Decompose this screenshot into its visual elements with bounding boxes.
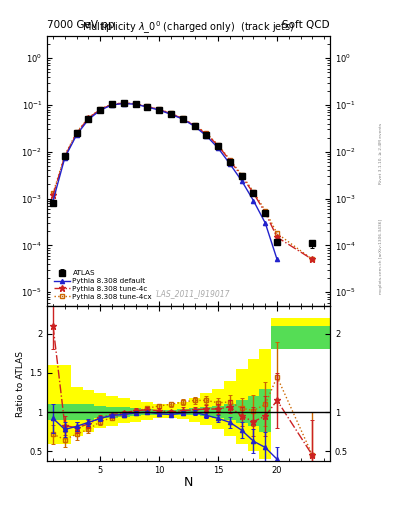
- Text: Soft QCD: Soft QCD: [283, 20, 330, 30]
- Title: Multiplicity $\lambda\_0^0$ (charged only)  (track jets): Multiplicity $\lambda\_0^0$ (charged onl…: [83, 19, 295, 36]
- Legend: ATLAS, Pythia 8.308 default, Pythia 8.308 tune-4c, Pythia 8.308 tune-4cx: ATLAS, Pythia 8.308 default, Pythia 8.30…: [51, 267, 155, 303]
- Y-axis label: Ratio to ATLAS: Ratio to ATLAS: [16, 351, 25, 417]
- X-axis label: N: N: [184, 476, 193, 489]
- Text: ATLAS_2011_I919017: ATLAS_2011_I919017: [147, 289, 230, 298]
- Text: 7000 GeV pp: 7000 GeV pp: [47, 20, 115, 30]
- Text: mcplots.cern.ch [arXiv:1306.3436]: mcplots.cern.ch [arXiv:1306.3436]: [379, 219, 383, 293]
- Text: Rivet 3.1.10, ≥ 2.4M events: Rivet 3.1.10, ≥ 2.4M events: [379, 123, 383, 184]
